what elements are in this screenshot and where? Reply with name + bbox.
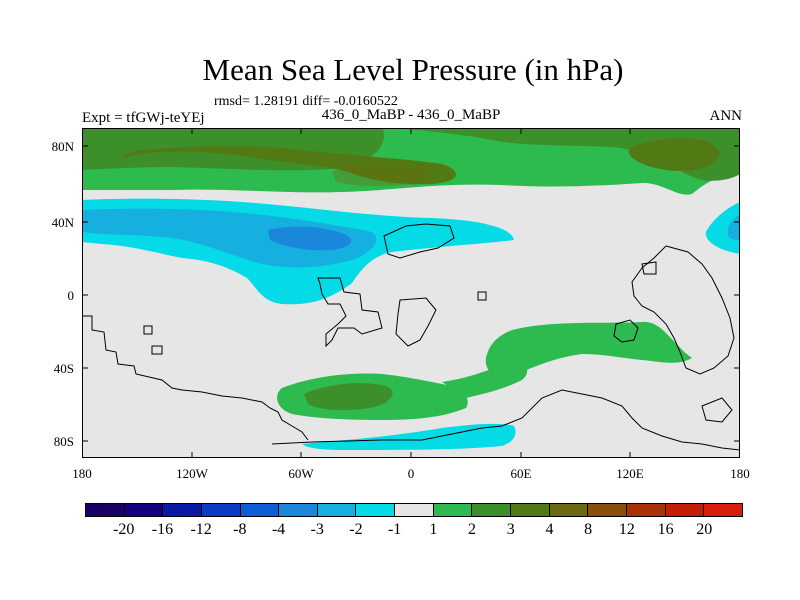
colorbar-label: 16 <box>657 521 674 538</box>
colorbar-swatch <box>433 504 473 516</box>
south-olive-core <box>304 383 393 411</box>
colorbar-label: -1 <box>387 521 402 538</box>
colorbar <box>85 503 743 517</box>
y-tick-label: 40S <box>53 361 74 376</box>
north-blue-core <box>268 226 352 251</box>
x-tick-label: 60W <box>288 466 314 481</box>
colorbar-label: 1 <box>429 521 438 538</box>
x-tick-label: 120E <box>616 466 644 481</box>
map-plot <box>82 128 740 458</box>
colorbar-label: 20 <box>696 521 713 538</box>
x-tick-label: 60E <box>510 466 532 481</box>
y-tick-label: 0 <box>67 288 75 303</box>
colorbar-swatch <box>317 504 357 516</box>
east-blue-patch <box>705 202 740 254</box>
colorbar-label: -8 <box>233 521 247 538</box>
colorbar-label: -3 <box>310 521 324 538</box>
map-svg <box>82 128 740 458</box>
season-label: ANN <box>709 108 743 124</box>
colorbar-label: -20 <box>113 521 135 538</box>
colorbar-swatch <box>549 504 589 516</box>
colorbar-swatch <box>395 504 434 516</box>
colorbar-label: 3 <box>506 521 515 538</box>
colorbar-label: -16 <box>151 521 174 538</box>
colorbar-label: 8 <box>584 521 593 538</box>
colorbar-label: 12 <box>618 521 635 538</box>
colorbar-swatch <box>86 504 125 516</box>
y-tick-label: 80N <box>51 139 74 154</box>
colorbar-swatch <box>201 504 241 516</box>
y-tick-label: 80S <box>53 434 74 449</box>
south-green-east <box>485 321 692 377</box>
colorbar-swatch <box>124 504 164 516</box>
stats-text: rmsd= 1.28191 diff= -0.0160522 <box>214 94 398 109</box>
colorbar-swatch <box>240 504 280 516</box>
colorbar-label: -4 <box>271 521 286 538</box>
colorbar-swatch <box>163 504 202 516</box>
x-tick-label: 0 <box>407 466 415 481</box>
coastlines <box>82 223 740 451</box>
north-max-core <box>332 164 433 187</box>
colorbar-label: -2 <box>349 521 363 538</box>
north-band-olive <box>82 128 740 181</box>
x-tick-label: 180 <box>730 466 750 481</box>
x-tick-label: 180 <box>72 466 92 481</box>
expt-label: Expt = tfGWj-teYEj <box>82 110 205 126</box>
colorbar-label: -12 <box>190 521 212 538</box>
north-max-2 <box>628 138 720 171</box>
map-title: Mean Sea Level Pressure (in hPa) <box>202 52 624 87</box>
east-blue-core <box>727 214 740 240</box>
north-blue-inner <box>82 208 377 268</box>
colorbar-swatch <box>588 504 627 516</box>
colorbar-swatch <box>511 504 550 516</box>
axis-ticks <box>82 128 740 458</box>
colorbar-swatch <box>356 504 396 516</box>
comparison-label: 436_0_MaBP - 436_0_MaBP <box>321 107 501 123</box>
colorbar-swatch <box>279 504 318 516</box>
y-tick-label: 40N <box>51 215 74 230</box>
colorbar-swatch <box>665 504 705 516</box>
south-green-link <box>442 361 528 398</box>
south-blue-strip <box>302 423 516 450</box>
colorbar-swatch <box>472 504 512 516</box>
x-tick-label: 120W <box>176 466 208 481</box>
colorbar-swatch <box>626 504 666 516</box>
colorbar-swatch <box>704 504 742 516</box>
north-max-1 <box>121 146 456 185</box>
colorbar-label: 4 <box>545 521 554 538</box>
colorbar-label: 2 <box>468 521 477 538</box>
